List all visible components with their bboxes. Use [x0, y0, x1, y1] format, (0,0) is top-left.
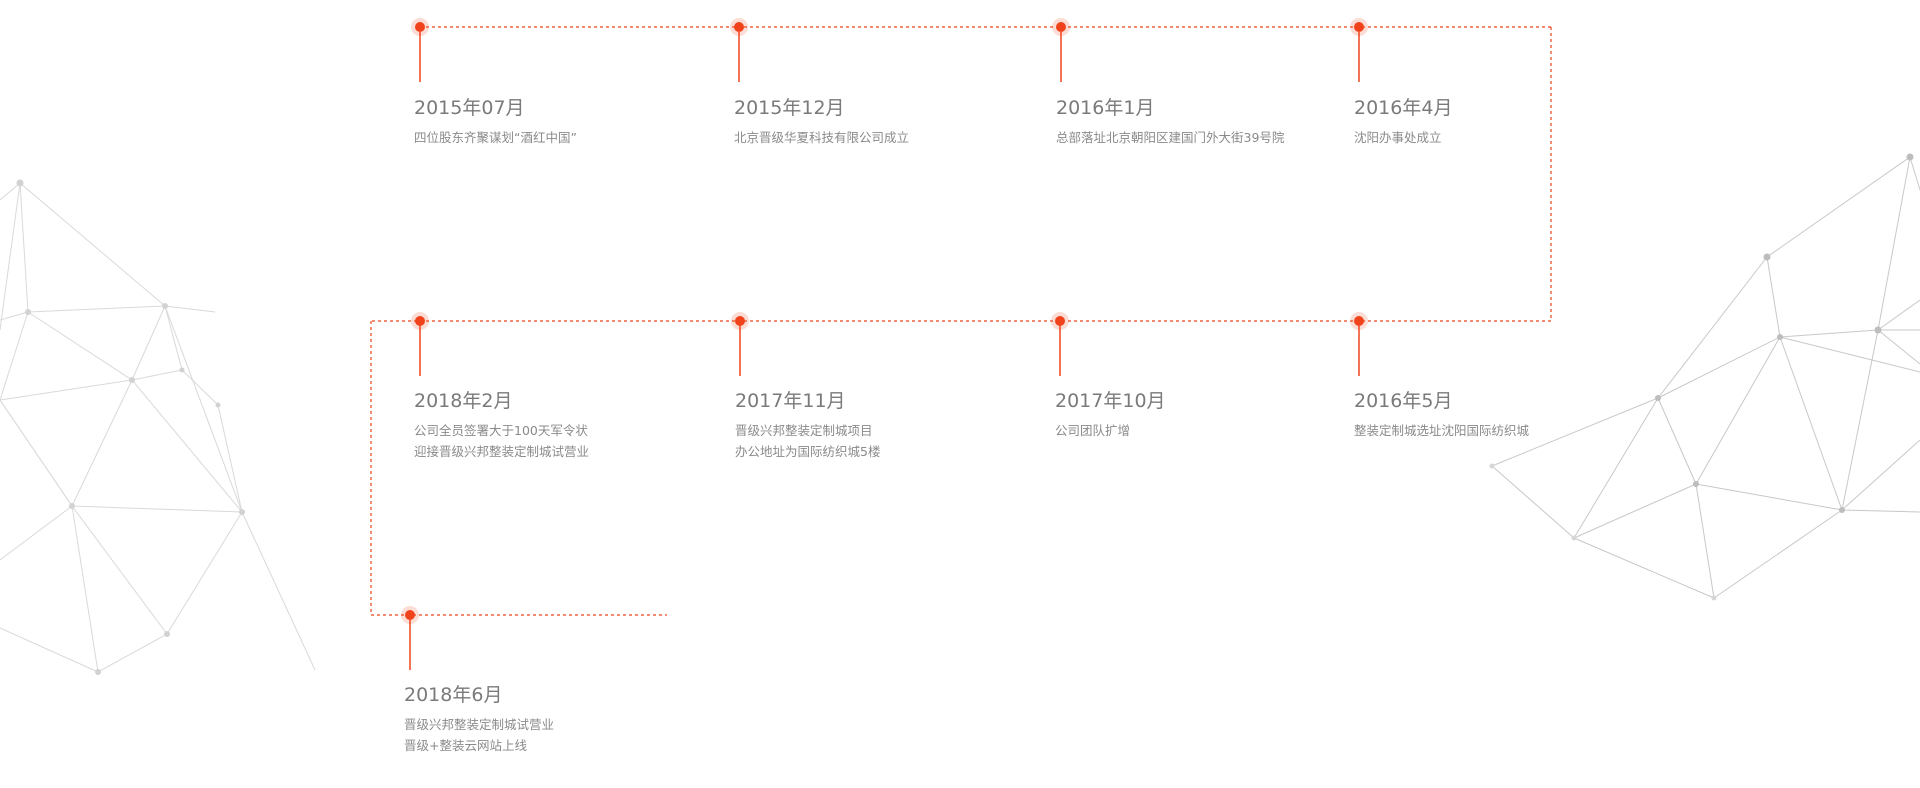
event-description: 公司团队扩增 [1055, 420, 1166, 441]
event-description: 晋级兴邦整装定制城项目 办公地址为国际纺织城5楼 [735, 420, 880, 462]
event-description: 北京晋级华夏科技有限公司成立 [734, 127, 909, 148]
event-description-line: 公司团队扩增 [1055, 423, 1131, 438]
event-description: 沈阳办事处成立 [1354, 127, 1452, 148]
timeline-event-2016-05: 2016年5月 整装定制城选址沈阳国际纺织城 [1354, 390, 1529, 441]
event-description-line: 晋级+整装云网站上线 [404, 738, 527, 753]
timeline-event-2015-07: 2015年07月 四位股东齐聚谋划“酒红中国” [414, 97, 577, 148]
event-date: 2016年1月 [1056, 97, 1155, 119]
event-description-line: 整装定制城选址沈阳国际纺织城 [1354, 423, 1530, 438]
network-decoration-left [0, 179, 316, 675]
event-description-line: 公司全员签署大于100天军令状 [414, 423, 588, 438]
timeline-marker [401, 606, 419, 670]
event-description: 公司全员签署大于100天军令状 迎接晋级兴邦整装定制城试营业 [414, 420, 589, 462]
event-description: 整装定制城选址沈阳国际纺织城 [1354, 420, 1529, 441]
event-date: 2015年12月 [734, 97, 845, 119]
event-description-line: 总部落址北京朝阳区建国门外大街39号院 [1056, 130, 1285, 145]
event-date: 2017年11月 [735, 390, 846, 412]
timeline-event-2016-01: 2016年1月 总部落址北京朝阳区建国门外大街39号院 [1056, 97, 1284, 148]
timeline-marker [1052, 18, 1070, 82]
timeline-marker [731, 312, 749, 376]
timeline-event-2018-06: 2018年6月 晋级兴邦整装定制城试营业 晋级+整装云网站上线 [404, 684, 554, 756]
event-description-line: 晋级兴邦整装定制城试营业 [404, 717, 555, 732]
event-date: 2015年07月 [414, 97, 525, 119]
event-date: 2016年5月 [1354, 390, 1453, 412]
timeline-marker [411, 312, 429, 376]
network-decoration-right [1489, 153, 1920, 601]
timeline-event-2018-02: 2018年2月 公司全员签署大于100天军令状 迎接晋级兴邦整装定制城试营业 [414, 390, 589, 462]
event-description: 晋级兴邦整装定制城试营业 晋级+整装云网站上线 [404, 714, 554, 756]
timeline-event-2016-04: 2016年4月 沈阳办事处成立 [1354, 97, 1452, 148]
event-description-line: 北京晋级华夏科技有限公司成立 [734, 130, 910, 145]
event-description-line: 晋级兴邦整装定制城项目 [735, 423, 873, 438]
timeline-marker [1051, 312, 1069, 376]
timeline-marker [1350, 312, 1368, 376]
event-date: 2018年2月 [414, 390, 513, 412]
timeline-event-2017-11: 2017年11月 晋级兴邦整装定制城项目 办公地址为国际纺织城5楼 [735, 390, 880, 462]
event-date: 2018年6月 [404, 684, 503, 706]
timeline-marker [730, 18, 748, 82]
event-description-line: 沈阳办事处成立 [1354, 130, 1442, 145]
event-date: 2017年10月 [1055, 390, 1166, 412]
event-description: 四位股东齐聚谋划“酒红中国” [414, 127, 577, 148]
event-description-line: 办公地址为国际纺织城5楼 [735, 444, 881, 459]
timeline-marker [1350, 18, 1368, 82]
event-date: 2016年4月 [1354, 97, 1453, 119]
event-description: 总部落址北京朝阳区建国门外大街39号院 [1056, 127, 1284, 148]
event-description-line: 迎接晋级兴邦整装定制城试营业 [414, 444, 590, 459]
event-description-line: 四位股东齐聚谋划“酒红中国” [414, 130, 577, 145]
timeline-event-2017-10: 2017年10月 公司团队扩增 [1055, 390, 1166, 441]
timeline-marker [411, 18, 429, 82]
timeline-event-2015-12: 2015年12月 北京晋级华夏科技有限公司成立 [734, 97, 909, 148]
